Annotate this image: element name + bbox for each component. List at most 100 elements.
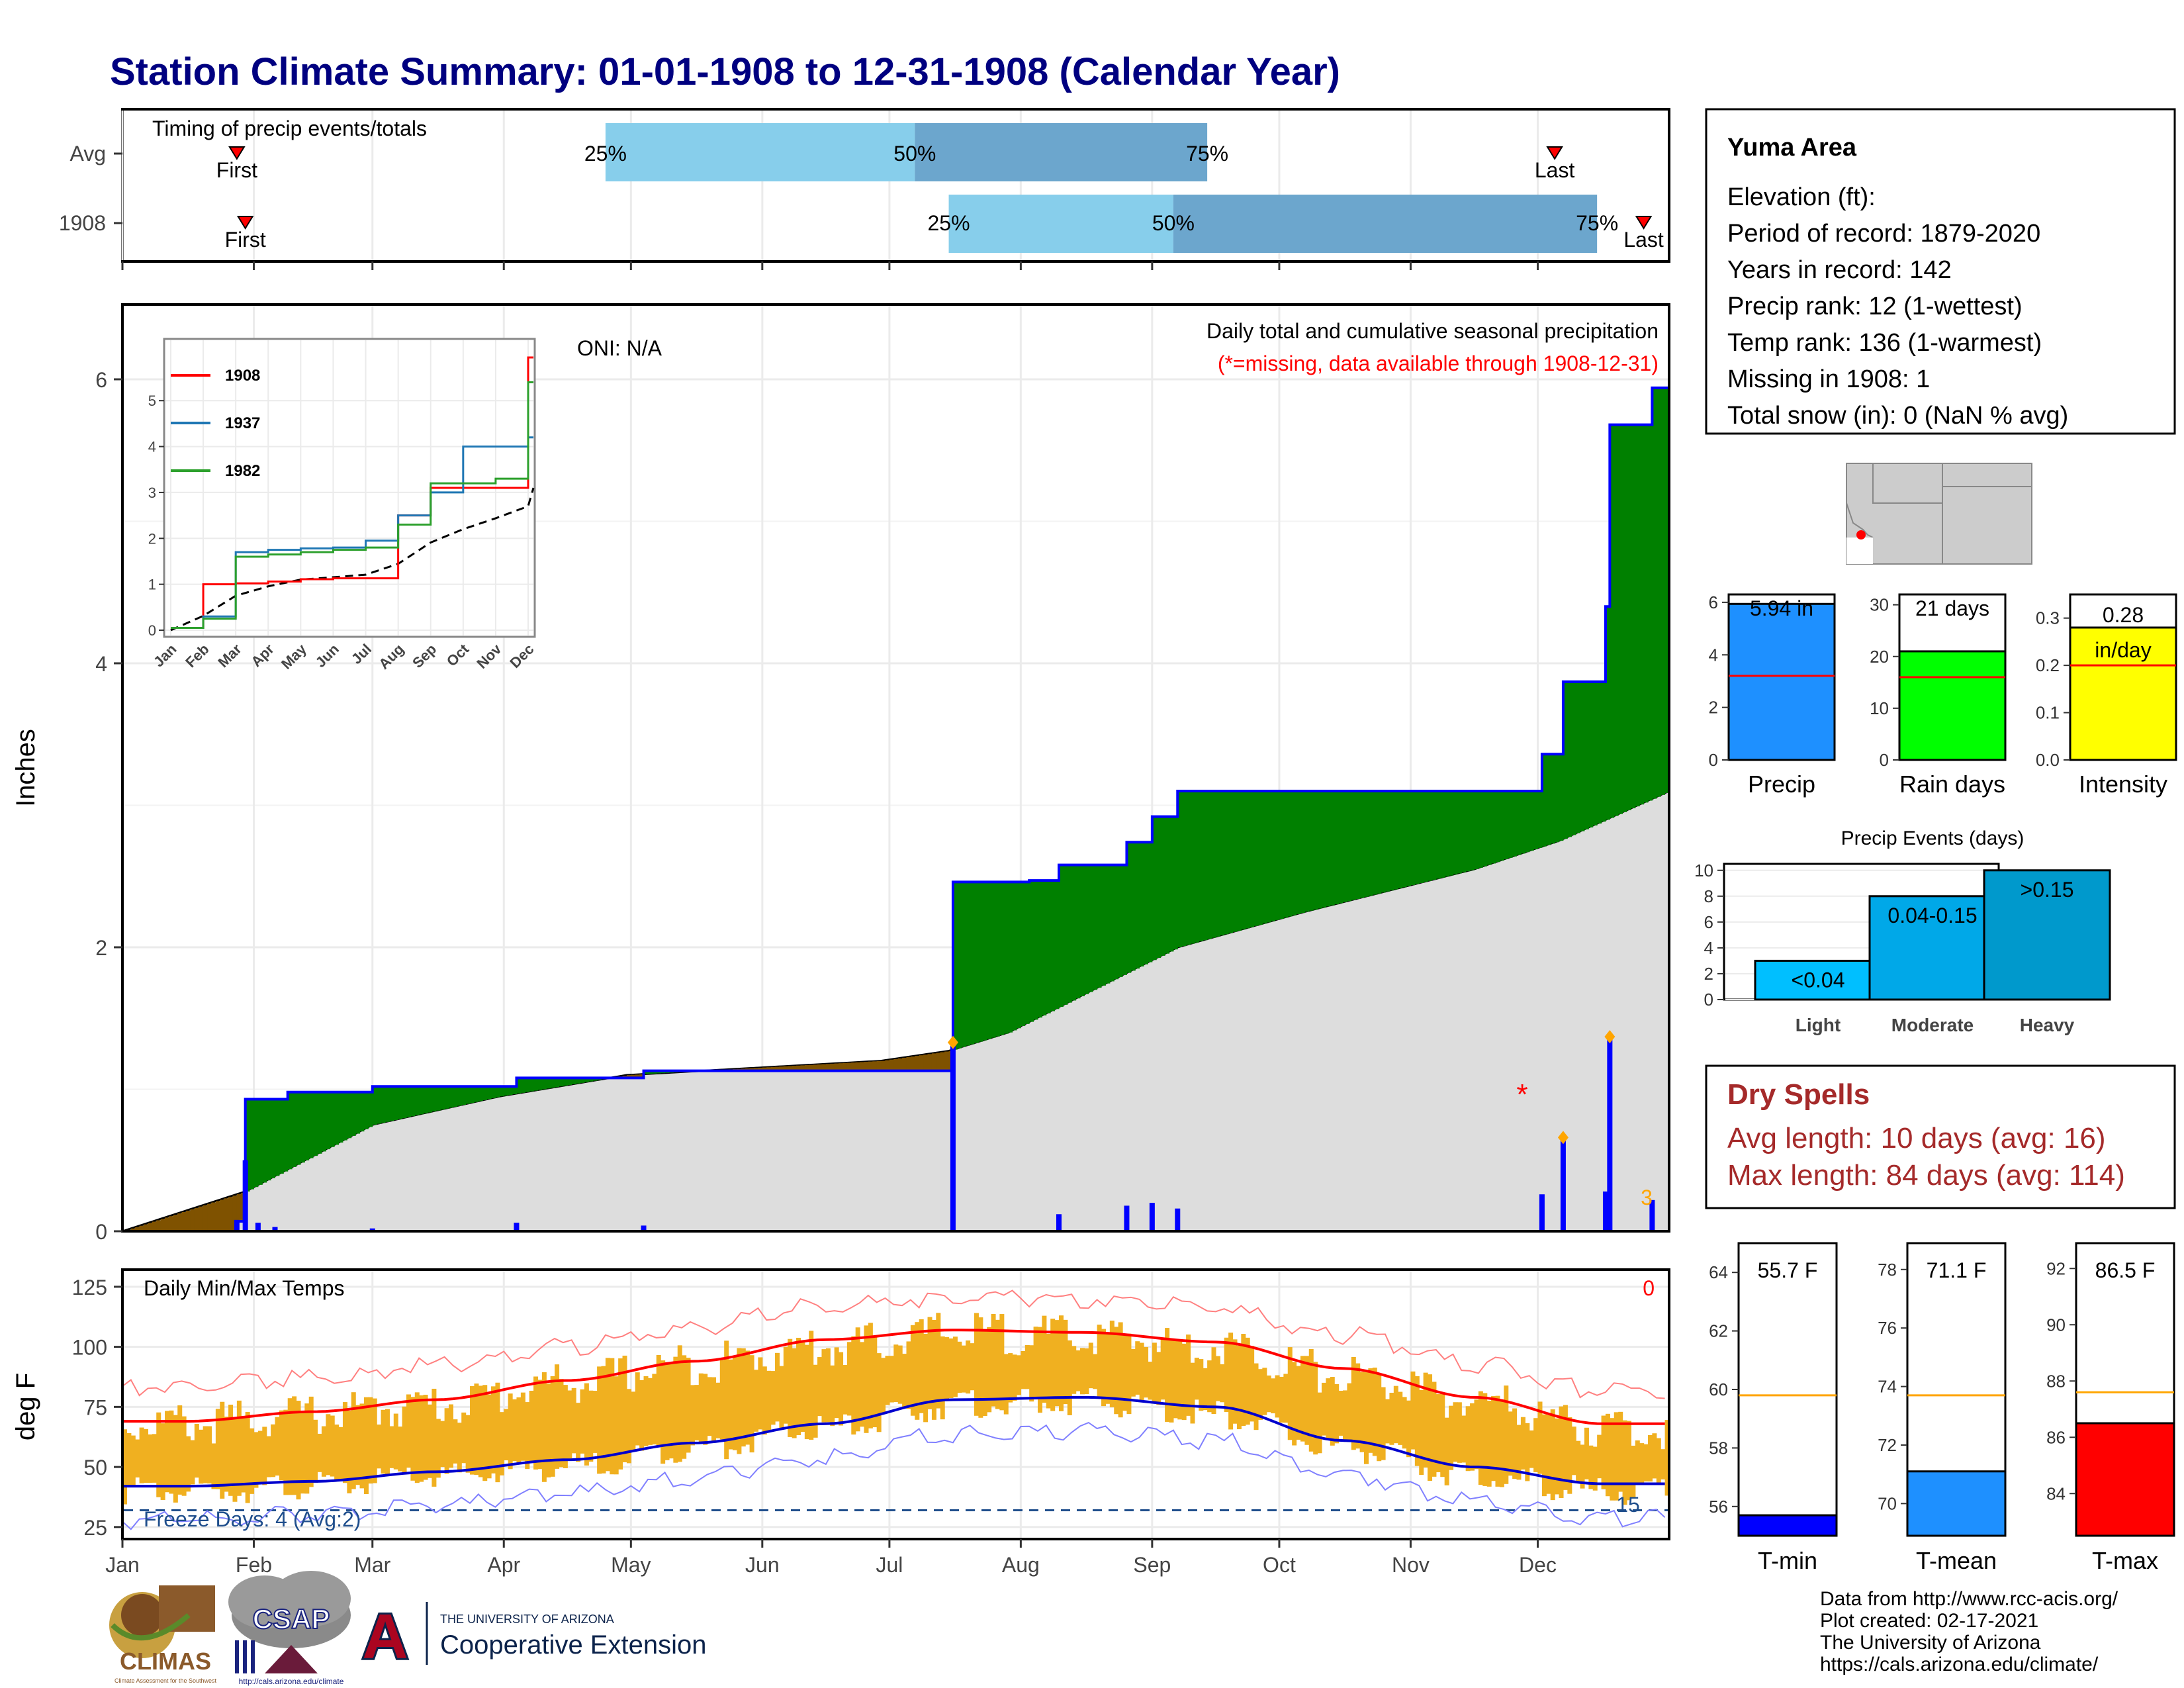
daily-temp-bar — [1241, 1334, 1246, 1427]
surplus-slice — [461, 1086, 467, 1105]
daily-temp-bar — [236, 1400, 242, 1496]
daily-temp-bar — [139, 1427, 144, 1483]
surplus-slice — [1266, 791, 1271, 923]
daily-temp-bar — [1449, 1405, 1454, 1470]
precip-ylabel: Inches — [11, 729, 40, 807]
surplus-slice — [1165, 816, 1169, 954]
deficit-slice — [224, 1198, 229, 1231]
daily-temp-bar — [1321, 1382, 1326, 1436]
daily-temp-bar — [525, 1402, 530, 1470]
surplus-slice — [1220, 791, 1225, 936]
summary-ytick-label: 0.0 — [2036, 750, 2060, 770]
daily-temp-bar — [156, 1412, 161, 1497]
daily-temp-bar — [1207, 1360, 1212, 1413]
daily-temp-bar — [698, 1373, 704, 1442]
daily-temp-bar — [1148, 1362, 1153, 1400]
surplus-slice — [1529, 791, 1534, 851]
surplus-slice — [419, 1086, 424, 1115]
daily-temp-bar — [779, 1366, 784, 1429]
daily-temp-bar — [355, 1405, 361, 1485]
deficit-slice — [813, 1064, 818, 1071]
surplus-slice — [1428, 791, 1432, 881]
daily-temp-bar — [1003, 1354, 1009, 1415]
daily-temp-bar — [851, 1336, 856, 1435]
events-ytick-label: 8 — [1704, 886, 1713, 906]
daily-temp-bar — [567, 1390, 572, 1460]
station-info-box: Yuma Area Elevation (ft): Period of reco… — [1705, 108, 2176, 435]
daily-temp-bar — [1105, 1333, 1111, 1404]
daily-precip-bar — [641, 1225, 647, 1231]
deficit-slice — [139, 1225, 144, 1231]
surplus-slice — [559, 1078, 564, 1087]
daily-temp-bar — [457, 1423, 462, 1473]
surplus-slice — [1304, 791, 1310, 912]
daily-temp-bar — [792, 1348, 797, 1438]
deficit-slice — [770, 1066, 776, 1071]
record-max-line — [122, 1289, 1665, 1399]
daily-temp-bar — [902, 1354, 907, 1408]
daily-temp-bar — [584, 1383, 589, 1466]
dry-spells-box: Dry Spells Avg length: 10 days (avg: 16)… — [1705, 1064, 2176, 1209]
surplus-slice — [1241, 791, 1246, 930]
surplus-slice — [1626, 424, 1631, 810]
events-range-label: >0.15 — [2021, 878, 2074, 902]
daily-temp-bar — [597, 1366, 602, 1474]
deficit-slice — [130, 1228, 136, 1231]
daily-temp-bar — [919, 1319, 924, 1413]
daily-temp-bar — [516, 1397, 522, 1464]
inset-ytick-label: 2 — [148, 530, 156, 547]
surplus-slice — [470, 1086, 475, 1103]
daily-temp-bar — [966, 1340, 971, 1394]
daily-temp-bar — [283, 1409, 289, 1495]
daily-temp-bar — [1118, 1322, 1123, 1418]
surplus-slice — [1262, 791, 1267, 924]
daily-temp-bar — [1266, 1375, 1271, 1413]
daily-temp-bar — [1406, 1400, 1412, 1458]
daily-temp-bar — [881, 1358, 886, 1414]
surplus-slice — [1190, 791, 1195, 944]
daily-temp-bar — [1220, 1364, 1225, 1403]
daily-temp-bar — [1563, 1405, 1568, 1490]
daily-temp-bar — [393, 1413, 398, 1470]
surplus-slice — [406, 1086, 411, 1117]
daily-temp-bar — [1050, 1319, 1056, 1411]
credit-line: Data from http://www.rcc-acis.org/ — [1820, 1588, 2118, 1610]
temp-summary-ytick-label: 90 — [2046, 1315, 2066, 1335]
surplus-slice — [1652, 387, 1657, 799]
record-min-line — [122, 1421, 1666, 1530]
daily-temp-bar — [1215, 1356, 1220, 1401]
surplus-slice — [1588, 681, 1594, 827]
deficit-slice — [186, 1210, 191, 1231]
daily-temp-bar — [1635, 1440, 1640, 1485]
daily-temp-bar — [1499, 1399, 1504, 1487]
oni-label: ONI: N/A — [577, 336, 662, 360]
surplus-slice — [1520, 791, 1525, 854]
temp-ytick-label: 125 — [72, 1276, 107, 1299]
summary-ytick-label: 0.3 — [2036, 608, 2060, 628]
daily-temp-bar — [749, 1355, 754, 1453]
daily-temp-bar — [1368, 1368, 1373, 1453]
deficit-slice — [902, 1057, 907, 1071]
quartile-50-75 — [1173, 195, 1598, 253]
credit-line: The University of Arizona — [1820, 1632, 2041, 1654]
freeze-days: Freeze Days: 4 (Avg:2) — [144, 1507, 361, 1531]
temp-summary-ytick-label: 76 — [1878, 1318, 1897, 1338]
summary-bar — [1898, 650, 2007, 761]
daily-temp-bar — [1054, 1320, 1060, 1407]
daily-temp-bar — [410, 1397, 416, 1481]
deficit-slice — [931, 1053, 936, 1071]
summary-value-unit: in/day — [2095, 638, 2151, 662]
surplus-slice — [1042, 880, 1047, 1015]
surplus-slice — [1622, 424, 1627, 812]
dry-spells-max: Max length: 84 days (avg: 114) — [1727, 1159, 2125, 1192]
daily-temp-bar — [262, 1427, 267, 1485]
daily-temp-bar — [1559, 1406, 1564, 1498]
temp-summary-ytick-label: 88 — [2046, 1371, 2066, 1391]
info-line: Period of record: 1879-2020 — [1727, 220, 2040, 248]
daily-temp-bar — [296, 1401, 301, 1500]
events-ytick-label: 4 — [1704, 938, 1713, 958]
surplus-slice — [1033, 880, 1038, 1020]
surplus-slice — [313, 1092, 318, 1156]
daily-temp-bar — [643, 1376, 649, 1446]
daily-precip-bar — [950, 1042, 956, 1231]
